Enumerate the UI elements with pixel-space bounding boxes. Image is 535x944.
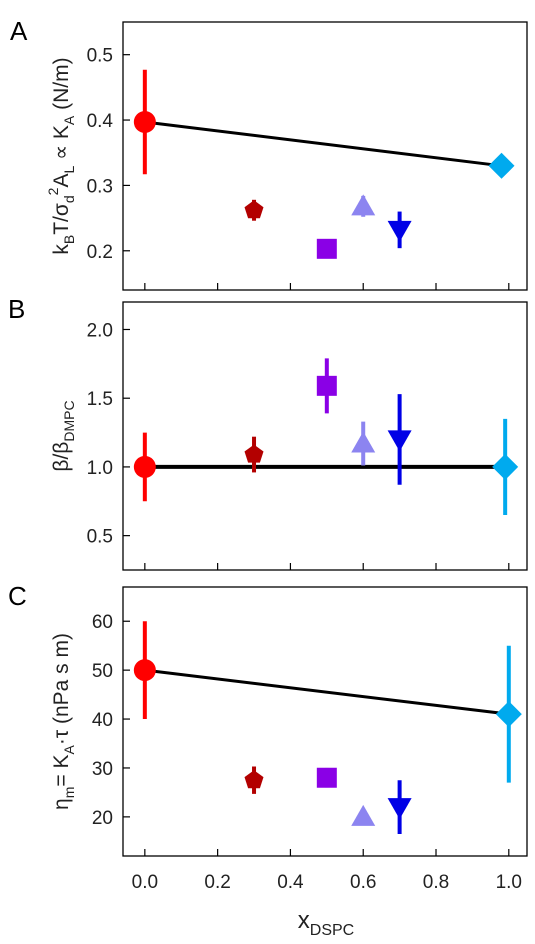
- panel-letter: A: [10, 16, 28, 46]
- panel-c: 20 30 40 50 60 Cηm= KA·τ (nPa s m): [8, 581, 528, 857]
- data-point-pentagon: [244, 444, 264, 463]
- y-axis-label-part: d: [61, 195, 77, 203]
- y-axis-label-part: A: [50, 174, 73, 188]
- data-point-triangle-down: [387, 430, 412, 452]
- y-axis-label: β/βDMPC: [50, 400, 77, 471]
- x-tick-label: 1.0: [496, 872, 522, 893]
- y-tick-label: 2.0: [87, 320, 113, 341]
- data-point-triangle-up: [351, 804, 376, 826]
- panel-letter: B: [8, 294, 25, 324]
- y-axis-label-part: 2: [45, 187, 61, 195]
- y-axis-label-part: A: [61, 115, 77, 125]
- data-point-square: [316, 375, 337, 396]
- x-axis-label: xDSPC: [298, 907, 354, 939]
- y-axis-label: kBT/σd2AL ∝ KA (N/m): [45, 57, 77, 254]
- x-tick-label: 0.0: [132, 872, 158, 893]
- plot-frame: [122, 586, 528, 857]
- y-axis-label-part: m: [61, 787, 77, 799]
- data-point-diamond: [492, 453, 519, 480]
- data-point-diamond: [495, 701, 522, 728]
- y-tick-label: 60: [92, 612, 113, 633]
- x-tick-label: 0.2: [204, 872, 230, 893]
- y-axis-label-part: β/β: [50, 442, 73, 472]
- plot-frame: [122, 21, 528, 291]
- x-tick-label: 0.6: [350, 872, 376, 893]
- y-axis-label-part: η: [50, 798, 73, 810]
- data-point-pentagon: [244, 770, 264, 789]
- y-axis-label-part: L: [61, 166, 77, 174]
- y-axis-label-part: DMPC: [61, 400, 77, 441]
- x-tick-label: 0.4: [277, 872, 304, 893]
- data-point-pentagon: [244, 200, 264, 219]
- y-tick-label: 0.5: [87, 46, 113, 67]
- y-axis-label-part: B: [61, 235, 77, 244]
- y-tick-label: 40: [92, 710, 113, 731]
- data-point-triangle-down: [387, 220, 412, 242]
- y-axis-label-part: ∝ K: [50, 125, 73, 166]
- y-tick-label: 30: [92, 759, 113, 780]
- y-tick-label: 20: [92, 808, 113, 829]
- data-point-diamond: [488, 152, 515, 179]
- fit-line: [144, 668, 509, 716]
- data-point-triangle-up: [351, 194, 376, 216]
- y-axis-label: ηm= KA·τ (nPa s m): [50, 633, 77, 810]
- fit-line: [144, 120, 502, 168]
- x-tick-label: 0.8: [423, 872, 449, 893]
- data-point-triangle-down: [387, 798, 412, 820]
- y-tick-label: 0.3: [87, 176, 113, 197]
- panel-letter: C: [8, 581, 27, 611]
- data-point-circle: [133, 455, 156, 478]
- x-axis-label-sub: DSPC: [310, 922, 354, 939]
- data-point-square: [316, 238, 337, 259]
- y-tick-label: 50: [92, 661, 113, 682]
- y-tick-label: 1.5: [87, 389, 113, 410]
- y-axis-label-part: T/σ: [50, 203, 73, 235]
- y-tick-label: 1.0: [87, 458, 113, 479]
- panel-b: 0.5 1.0 1.5 2.0 Bβ/βDMPC: [8, 294, 528, 571]
- y-tick-label: 0.2: [87, 242, 113, 263]
- data-point-square: [316, 767, 337, 788]
- plot-frame: [122, 301, 528, 571]
- y-axis-label-part: ·τ (nPa s m): [50, 633, 73, 745]
- data-point-circle: [133, 111, 156, 134]
- data-point-triangle-up: [351, 431, 376, 453]
- y-axis-label-part: (N/m): [50, 57, 73, 115]
- y-tick-label: 0.4: [87, 111, 114, 132]
- y-axis-label-part: k: [50, 244, 73, 255]
- y-tick-label: 0.5: [87, 527, 113, 548]
- y-axis-label-part: = K: [50, 755, 73, 787]
- data-point-circle: [133, 659, 156, 682]
- x-axis-label-main: x: [298, 907, 310, 934]
- y-axis-label-part: A: [61, 745, 77, 755]
